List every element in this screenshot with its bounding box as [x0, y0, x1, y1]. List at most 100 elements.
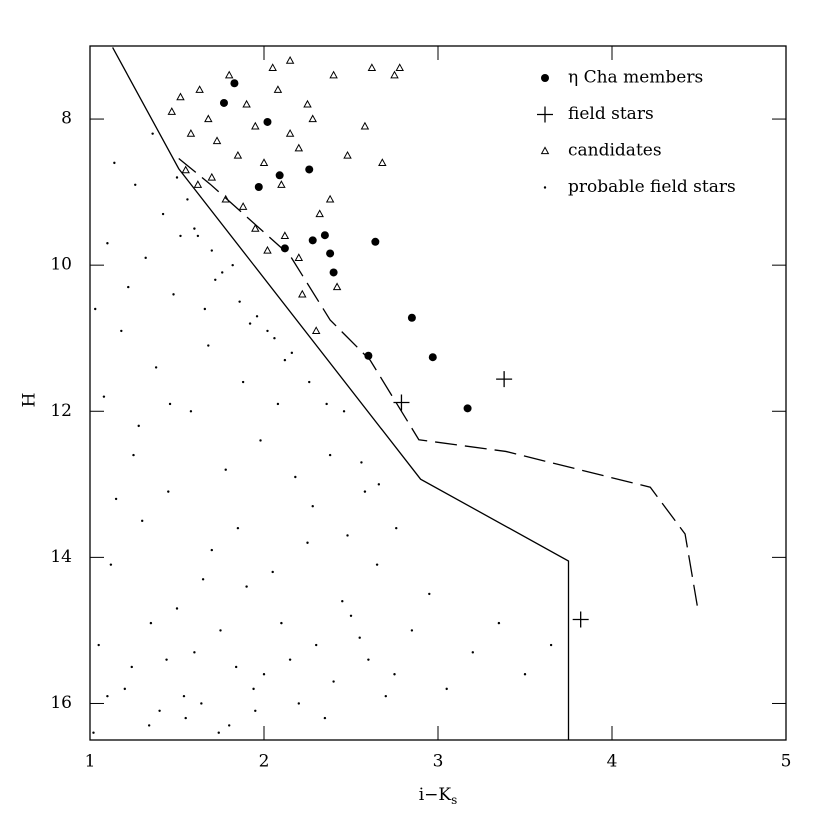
point — [497, 621, 501, 625]
point — [325, 194, 335, 203]
plot-frame — [89, 45, 787, 741]
point — [219, 98, 228, 107]
point — [410, 629, 414, 632]
point — [294, 475, 297, 479]
point — [343, 150, 352, 159]
point — [329, 268, 338, 277]
point — [471, 651, 474, 654]
point — [109, 563, 113, 566]
point — [332, 680, 335, 683]
point — [120, 329, 123, 333]
point — [360, 121, 370, 130]
point — [196, 234, 200, 238]
point — [315, 643, 318, 647]
point — [360, 461, 363, 464]
point — [212, 136, 222, 145]
point — [231, 263, 234, 267]
point — [294, 253, 304, 261]
point — [242, 99, 251, 108]
legend-label: probable field stars — [568, 177, 736, 197]
point — [262, 673, 266, 676]
point — [207, 172, 217, 181]
point — [251, 223, 260, 232]
point — [325, 402, 328, 406]
point — [463, 404, 472, 413]
legend-marker — [540, 146, 550, 155]
point — [204, 114, 213, 123]
point — [259, 439, 262, 442]
boundary-line — [178, 157, 698, 606]
point — [181, 165, 190, 174]
point — [428, 353, 437, 362]
point — [127, 285, 130, 289]
point — [358, 636, 361, 639]
x-tick-label: 1 — [85, 752, 96, 772]
point — [151, 132, 154, 135]
point — [346, 534, 349, 537]
legend-label: η Cha members — [568, 68, 703, 88]
point — [285, 129, 295, 137]
point — [210, 548, 213, 552]
point — [308, 114, 317, 123]
point — [377, 483, 381, 486]
point — [311, 505, 314, 508]
point — [201, 578, 205, 581]
point — [288, 658, 292, 661]
x-axis-label-subscript: s — [451, 793, 457, 807]
point — [165, 658, 168, 661]
point — [308, 236, 317, 245]
point — [193, 651, 196, 654]
point — [393, 673, 396, 676]
legend-marker — [541, 74, 549, 82]
point — [367, 658, 370, 661]
point — [326, 249, 335, 258]
x-axis-label-main: i−K — [419, 785, 452, 805]
point — [305, 165, 314, 174]
point — [342, 410, 346, 413]
y-tick-label: 14 — [50, 547, 72, 567]
point — [106, 242, 109, 245]
point — [308, 380, 311, 384]
point — [195, 85, 204, 93]
point — [254, 709, 257, 712]
point — [329, 70, 338, 79]
point — [349, 614, 353, 618]
point — [207, 344, 210, 347]
point — [297, 702, 300, 705]
x-tick-label: 5 — [781, 752, 792, 772]
point — [193, 180, 203, 188]
point — [306, 541, 309, 544]
point — [210, 249, 213, 252]
point — [233, 150, 243, 159]
point — [141, 519, 144, 523]
point — [523, 673, 527, 676]
point — [275, 171, 284, 180]
point — [203, 307, 207, 311]
point — [364, 351, 373, 360]
point — [273, 337, 276, 340]
point — [384, 694, 387, 698]
point — [298, 289, 307, 298]
x-axis-label: i−Ks — [419, 785, 458, 807]
point — [341, 600, 344, 603]
legend-label: candidates — [568, 141, 662, 161]
point — [106, 694, 109, 698]
point — [217, 731, 220, 734]
point — [390, 70, 399, 79]
point — [224, 468, 227, 471]
point — [130, 665, 133, 669]
point — [290, 351, 294, 355]
point — [189, 410, 193, 413]
point — [224, 70, 234, 79]
point — [97, 643, 100, 647]
point — [276, 402, 280, 406]
point — [255, 315, 259, 318]
point — [94, 307, 97, 311]
legend-marker — [543, 186, 547, 189]
point — [268, 63, 277, 72]
point — [193, 227, 196, 230]
point — [283, 358, 287, 362]
point — [238, 300, 241, 303]
y-axis-label: H — [20, 393, 40, 408]
y-tick-label: 12 — [50, 401, 72, 421]
